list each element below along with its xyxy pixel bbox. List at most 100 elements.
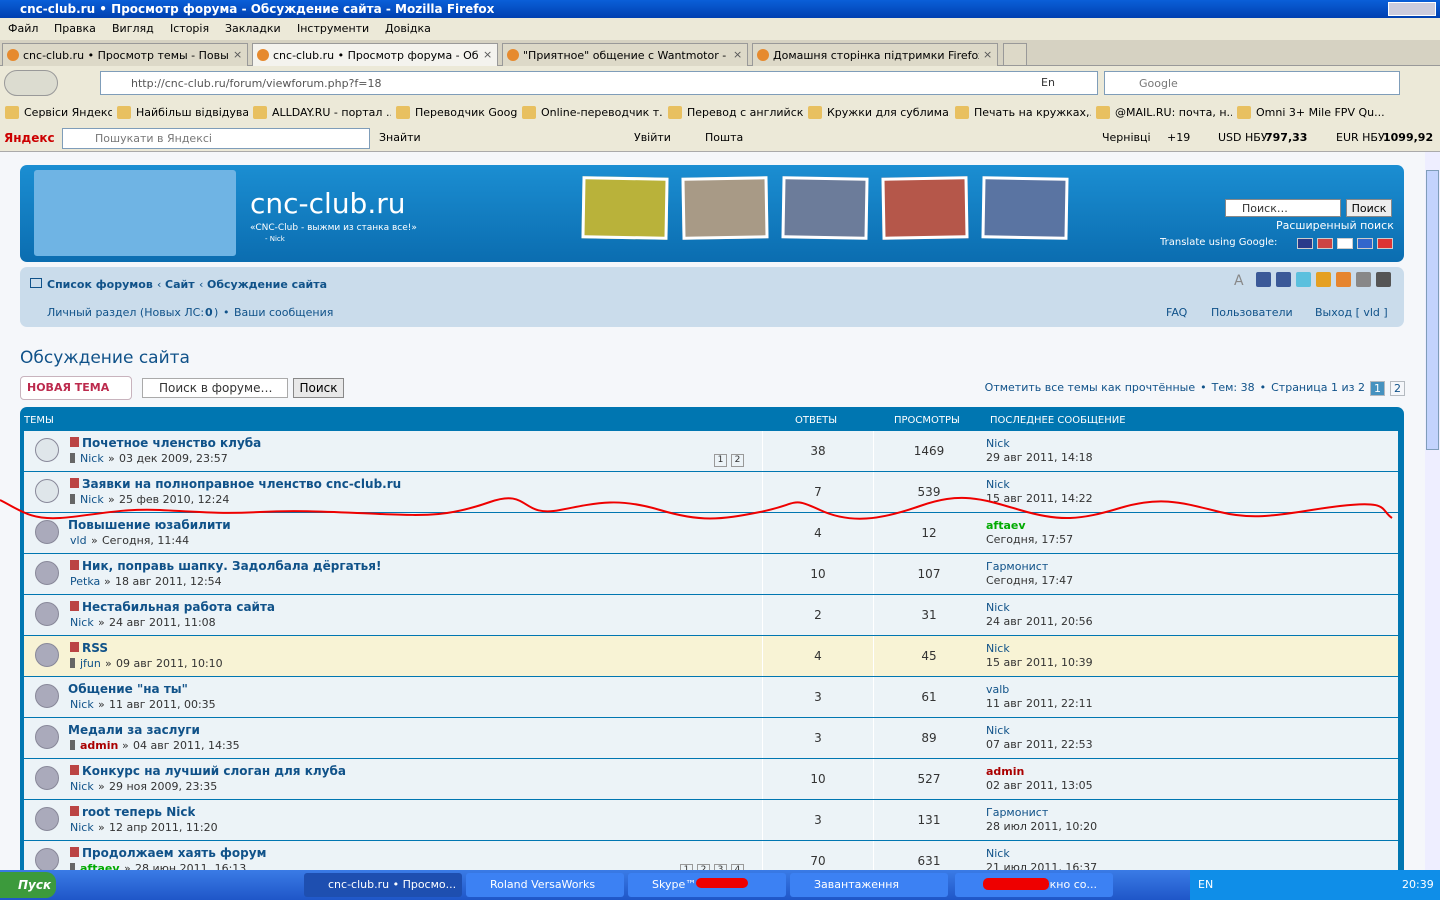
last-author[interactable]: Nick <box>986 724 1010 737</box>
window-controls[interactable] <box>1388 2 1436 16</box>
forum-search[interactable]: Поиск в форуме… <box>142 378 288 398</box>
topic-row[interactable]: Нестабильная работа сайта Nick » 24 авг 201… <box>24 595 1398 635</box>
breadcrumb[interactable]: Список форумов <box>47 278 153 291</box>
topic-title[interactable]: RSS <box>82 641 108 655</box>
advanced-search[interactable]: Расширенный поиск <box>1276 219 1394 232</box>
share-icon[interactable] <box>1296 272 1311 287</box>
last-author[interactable]: admin <box>986 765 1025 778</box>
yandex-logo[interactable]: Яндекс <box>4 131 55 145</box>
menu-item[interactable]: Правка <box>54 22 96 35</box>
topic-author[interactable]: Nick <box>70 821 94 834</box>
task-button[interactable]: cnc-club.ru • Просмо... <box>304 873 462 897</box>
topic-author[interactable]: aftaev <box>80 862 120 870</box>
bookmark[interactable]: Сервіси Яндекса <box>24 106 112 119</box>
topic-row[interactable]: Ник, поправь шапку. Задолбала дёргатья! P… <box>24 554 1398 594</box>
url-field[interactable]: http://cnc-club.ru/forum/viewforum.php?f… <box>100 71 1098 95</box>
tab[interactable]: cnc-club.ru • Просмотр форума - Обсуж...… <box>252 43 498 66</box>
topic-author[interactable]: admin <box>80 739 119 752</box>
last-author[interactable]: Nick <box>986 478 1010 491</box>
back-forward[interactable] <box>4 70 58 96</box>
new-tab[interactable] <box>1003 43 1027 66</box>
task-button[interactable]: Roland VersaWorks <box>466 873 624 897</box>
yandex-mail[interactable]: Пошта <box>705 131 744 144</box>
forum-search-button[interactable]: Поиск <box>293 378 344 398</box>
last-author[interactable]: Nick <box>986 847 1010 860</box>
header-search[interactable]: Поиск… <box>1225 199 1341 217</box>
tab-close[interactable]: × <box>483 48 493 61</box>
topic-row[interactable]: Заявки на полноправное членство cnc-club… <box>24 472 1398 512</box>
pagination-text[interactable]: Отметить все темы как прочтённые <box>984 381 1196 394</box>
font-size[interactable]: A <box>1234 273 1244 289</box>
personal-new-pm[interactable]: 0 <box>205 306 213 319</box>
topic-row[interactable]: Медали за заслуги admin» 04 авг 2011, 14:3… <box>24 718 1398 758</box>
topic-title[interactable]: Медали за заслуги <box>68 723 200 737</box>
tab[interactable]: "Приятное" общение с Wantmotor - Ме... × <box>502 43 748 66</box>
menu-item[interactable]: Інструменти <box>297 22 370 35</box>
topic-row[interactable]: root теперь Nick Nick » 12 апр 2011, 11:20 3… <box>24 800 1398 840</box>
start-button[interactable]: Пуск <box>0 872 56 898</box>
logout[interactable]: Выход [ vld ] <box>1315 306 1388 319</box>
topic-page[interactable]: 1 <box>680 864 693 870</box>
topic-author[interactable]: vld <box>70 534 87 547</box>
flag[interactable] <box>1377 238 1393 249</box>
personal-personal-end[interactable]: ) <box>214 306 219 319</box>
topic-title[interactable]: Общение "на ты" <box>68 682 188 696</box>
bookmark[interactable]: Найбільш відвідувані <box>136 106 248 119</box>
flag[interactable] <box>1317 238 1333 249</box>
topic-title[interactable]: Заявки на полноправное членство cnc-club… <box>82 477 402 491</box>
last-author[interactable]: Гармонист <box>986 560 1049 573</box>
bookmark[interactable]: Переводчик Google <box>415 106 517 119</box>
breadcrumb[interactable]: Сайт <box>165 278 195 291</box>
bookmark[interactable]: Перевод с английск... <box>687 106 803 119</box>
menu-item[interactable]: Вигляд <box>112 22 154 35</box>
topic-row[interactable]: RSS jfun » 09 авг 2011, 10:10 4 45 Nick 15 авг … <box>24 636 1398 676</box>
bookmark[interactable]: Кружки для сублима... <box>827 106 950 119</box>
bookmark[interactable]: Online-переводчик т... <box>541 106 663 119</box>
search-field[interactable]: Google <box>1104 71 1400 95</box>
topic-author[interactable]: Nick <box>70 780 94 793</box>
last-author[interactable]: aftaev <box>986 519 1026 532</box>
topic-title[interactable]: Конкурс на лучший слоган для клуба <box>82 764 346 778</box>
bookmark[interactable]: ALLDAY.RU - портал ... <box>272 106 391 119</box>
your-posts[interactable]: Ваши сообщения <box>234 306 334 319</box>
page-link[interactable]: 2 <box>1390 381 1405 396</box>
topic-author[interactable]: jfun <box>80 657 101 670</box>
topic-page[interactable]: 2 <box>697 864 710 870</box>
topic-author[interactable]: Nick <box>70 698 94 711</box>
menu-item[interactable]: Закладки <box>225 22 281 35</box>
share-icon[interactable] <box>1316 272 1331 287</box>
tab[interactable]: cnc-club.ru • Просмотр темы - Повышен...… <box>2 43 248 66</box>
tab-close[interactable]: × <box>233 48 243 61</box>
faq[interactable]: FAQ <box>1166 306 1188 319</box>
topic-author[interactable]: Petka <box>70 575 101 588</box>
page-link[interactable]: 1 <box>1370 381 1385 396</box>
yandex-search[interactable]: Пошукати в Яндексі <box>62 128 370 149</box>
scrollbar[interactable] <box>1425 152 1440 870</box>
tab[interactable]: Домашня сторінка підтримки Firefox | Д..… <box>752 43 998 66</box>
bookmark[interactable]: Печать на кружках,... <box>974 106 1091 119</box>
topic-author[interactable]: Nick <box>70 616 94 629</box>
share-icon[interactable] <box>1356 272 1371 287</box>
share-icon[interactable] <box>1276 272 1291 287</box>
tab-close[interactable]: × <box>733 48 743 61</box>
task-button[interactable]: Завантаження <box>790 873 948 897</box>
last-author[interactable]: Nick <box>986 437 1010 450</box>
header-search-button[interactable]: Поиск <box>1346 199 1392 217</box>
menu-item[interactable]: Історія <box>170 22 210 35</box>
topic-title[interactable]: Продолжаем хаять форум <box>82 846 267 860</box>
topic-author[interactable]: Nick <box>80 493 104 506</box>
share-icon[interactable] <box>1376 272 1391 287</box>
topic-row[interactable]: Общение "на ты" Nick » 11 авг 2011, 00:35 3 6… <box>24 677 1398 717</box>
topic-page[interactable]: 2 <box>731 454 744 467</box>
flag[interactable] <box>1337 238 1353 249</box>
topic-title[interactable]: Повышение юзабилити <box>68 518 231 532</box>
new-topic[interactable]: НОВАЯ ТЕМА <box>20 376 132 400</box>
menu-item[interactable]: Довідка <box>385 22 431 35</box>
last-author[interactable]: valb <box>986 683 1010 696</box>
tab-close[interactable]: × <box>983 48 993 61</box>
bookmark[interactable]: Omni 3+ Mile FPV Qu... <box>1256 106 1385 119</box>
topic-title[interactable]: Почетное членство клуба <box>82 436 262 450</box>
yandex-find[interactable]: Знайти <box>379 131 421 144</box>
flag[interactable] <box>1297 238 1313 249</box>
last-author[interactable]: Гармонист <box>986 806 1049 819</box>
